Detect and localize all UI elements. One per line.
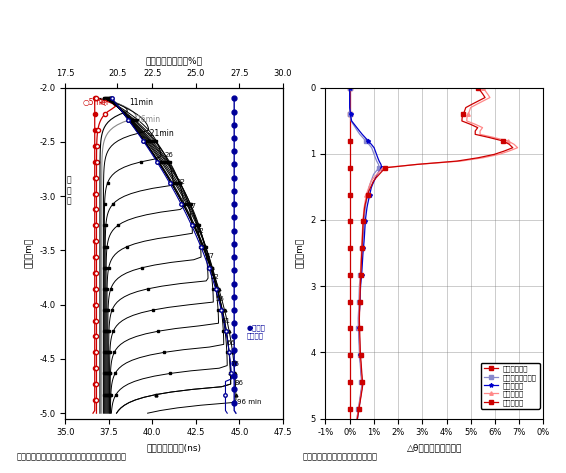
Y-axis label: 深度（m）: 深度（m） bbox=[24, 238, 33, 268]
Text: 42: 42 bbox=[196, 228, 204, 234]
Text: ●注水後
定常状態: ●注水後 定常状態 bbox=[246, 324, 265, 339]
Text: 11min: 11min bbox=[130, 98, 153, 107]
Text: 26: 26 bbox=[165, 152, 173, 158]
Text: 96 min: 96 min bbox=[237, 399, 261, 405]
X-axis label: △θ：体積含水率変化: △θ：体積含水率変化 bbox=[407, 443, 462, 452]
Text: ○5min: ○5min bbox=[83, 98, 109, 107]
Text: 61: 61 bbox=[221, 318, 230, 324]
Y-axis label: 深度（m）: 深度（m） bbox=[296, 238, 305, 268]
Text: 47: 47 bbox=[205, 253, 215, 259]
Text: 32: 32 bbox=[177, 179, 186, 185]
Text: 52: 52 bbox=[211, 274, 220, 280]
X-axis label: 電磁波透過時間(ns): 電磁波透過時間(ns) bbox=[147, 443, 201, 452]
Text: 初
期
値: 初 期 値 bbox=[67, 176, 71, 206]
Text: 56: 56 bbox=[216, 296, 225, 302]
Text: 76: 76 bbox=[231, 361, 240, 368]
Text: 図２　注水実験における地盤中への水分浸透過程: 図２ 注水実験における地盤中への水分浸透過程 bbox=[17, 452, 127, 461]
Text: 16min: 16min bbox=[136, 114, 161, 123]
Text: 図３　豪雨前後の土中の水分動態: 図３ 豪雨前後の土中の水分動態 bbox=[303, 452, 378, 461]
Text: 86: 86 bbox=[234, 380, 243, 386]
Text: 66: 66 bbox=[226, 340, 235, 346]
Text: -21min: -21min bbox=[148, 129, 175, 138]
Text: 37: 37 bbox=[187, 203, 196, 209]
X-axis label: 推定体積含水率（%）: 推定体積含水率（%） bbox=[145, 56, 203, 65]
Legend: 降雨前初期値, 降雨停止７時間後, １２時間後, １７時間後, ２８時間後: 降雨前初期値, 降雨停止７時間後, １２時間後, １７時間後, ２８時間後 bbox=[481, 363, 540, 409]
